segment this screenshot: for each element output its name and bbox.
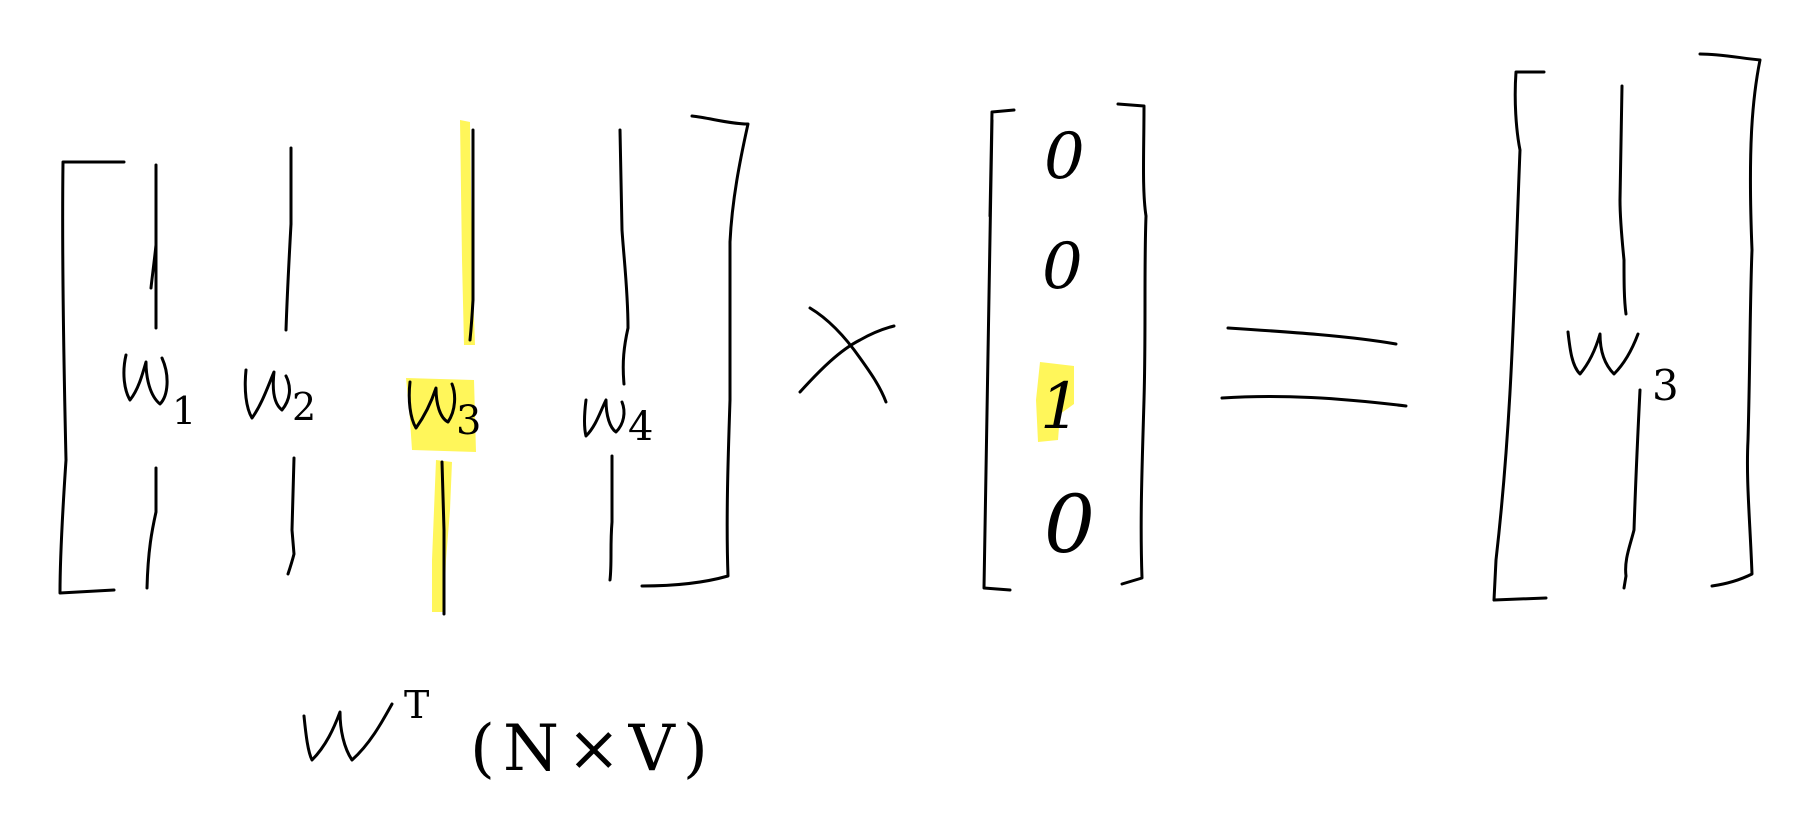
vector-entry-1: 0 bbox=[1044, 120, 1085, 194]
column-2-index: 2 bbox=[292, 385, 316, 429]
one-hot-1-highlight bbox=[1036, 362, 1074, 442]
result-lower-line bbox=[1622, 388, 1642, 590]
column-3-highlight-upper bbox=[460, 120, 475, 345]
one-hot-vector: 0 0 1 0 bbox=[982, 102, 1148, 592]
multiply-stroke-b bbox=[798, 324, 896, 394]
column-1: 1 bbox=[122, 163, 196, 590]
highlight-layer bbox=[406, 120, 1074, 612]
column-3-highlight-lower bbox=[432, 460, 452, 612]
column-2-w-glyph bbox=[243, 368, 291, 420]
column-4: 4 bbox=[583, 128, 653, 582]
column-3-w-glyph bbox=[407, 380, 457, 430]
result-w-glyph bbox=[1566, 330, 1640, 376]
column-4-w-glyph bbox=[583, 398, 626, 438]
result-index: 3 bbox=[1652, 361, 1679, 410]
matrix-right-bracket bbox=[640, 114, 750, 588]
result-right-bracket bbox=[1698, 52, 1762, 588]
matrix-label-superscript: T bbox=[404, 683, 429, 727]
column-1-index: 1 bbox=[172, 389, 196, 433]
vector-entry-4: 0 bbox=[1044, 478, 1095, 571]
result-upper-line bbox=[1618, 84, 1628, 316]
column-1-lower-line bbox=[145, 466, 158, 590]
column-3-lower-line bbox=[440, 460, 446, 616]
column-1-w-glyph bbox=[122, 353, 169, 406]
column-4-index: 4 bbox=[628, 404, 653, 450]
multiply-operator: × bbox=[798, 306, 896, 404]
matrix-label-dims: (N×V) bbox=[470, 712, 716, 786]
column-2-upper-line bbox=[284, 146, 293, 332]
matrix-wt: 1 2 3 4 T (N×V) bbox=[58, 114, 750, 786]
vector-entry-2: 0 bbox=[1042, 230, 1083, 304]
column-1-upper-line bbox=[149, 163, 158, 330]
equals-operator: = bbox=[1220, 326, 1408, 408]
column-3: 3 bbox=[407, 128, 481, 616]
column-2-lower-line bbox=[286, 456, 296, 576]
multiply-stroke-a bbox=[808, 306, 888, 404]
equals-bottom-stroke bbox=[1220, 394, 1408, 408]
matrix-label: T (N×V) bbox=[302, 683, 716, 786]
vector-right-bracket bbox=[1116, 102, 1148, 586]
equals-top-stroke bbox=[1226, 326, 1398, 346]
matrix-left-bracket bbox=[58, 160, 126, 595]
result-vector: 3 bbox=[1492, 52, 1762, 602]
column-4-upper-line bbox=[618, 128, 630, 386]
result-left-bracket bbox=[1492, 70, 1548, 602]
column-3-index: 3 bbox=[456, 398, 481, 444]
vector-left-bracket bbox=[982, 108, 1016, 592]
column-3-upper-line bbox=[468, 128, 475, 342]
column-2: 2 bbox=[243, 146, 316, 576]
column-4-lower-line bbox=[608, 454, 614, 582]
vector-entry-3: 1 bbox=[1040, 370, 1081, 444]
matrix-label-w-glyph bbox=[302, 702, 394, 762]
